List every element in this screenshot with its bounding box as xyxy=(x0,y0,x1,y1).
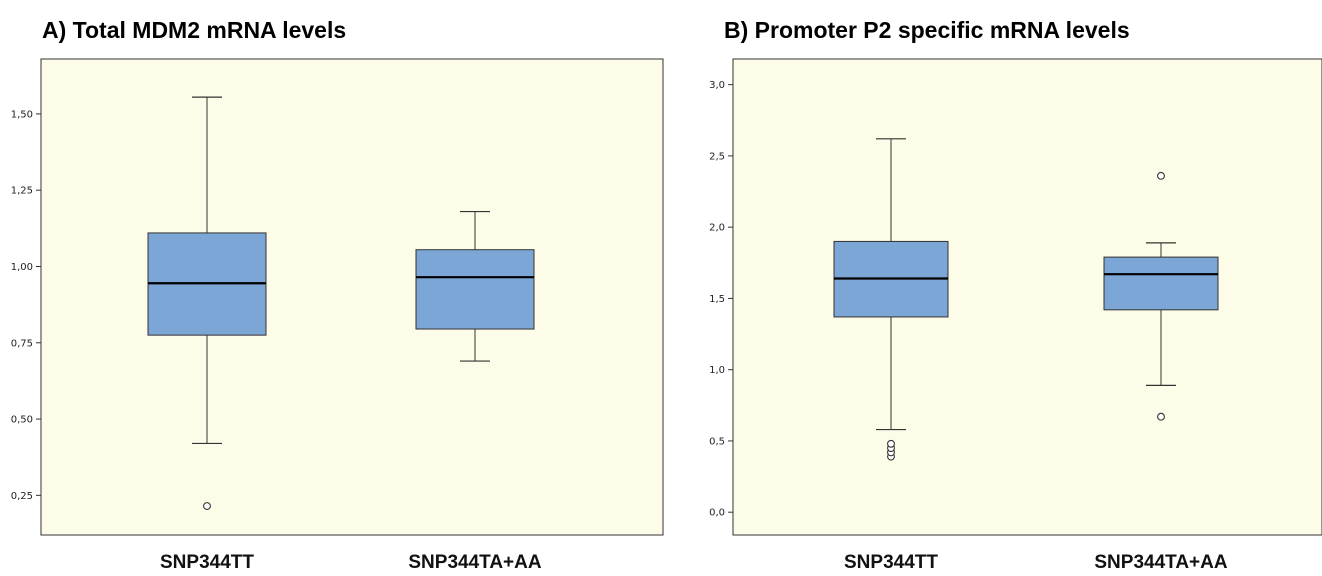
panel-b-title: B) Promoter P2 specific mRNA levels xyxy=(724,17,1130,43)
panel-b-category-label-1: SNP344TT xyxy=(844,552,938,573)
panel-a-y-tick-label: 1,00 xyxy=(11,262,33,273)
panel-a-y-axis: 0,25 0,50 0,75 1,00 1,25 1,50 xyxy=(11,109,41,502)
panel-a-boxes xyxy=(147,96,535,510)
panel-a-category-label-1: SNP344TT xyxy=(160,552,254,573)
panel-b-y-tick-label: 0,0 xyxy=(709,508,725,519)
panel-a-y-tick-label: 0,25 xyxy=(11,491,33,502)
panel-b-y-tick-label: 1,0 xyxy=(709,365,725,376)
panel-b-y-tick-label: 1,5 xyxy=(709,294,725,305)
panel-a-title: A) Total MDM2 mRNA levels xyxy=(42,17,346,43)
panel-b-y-tick-label: 2,0 xyxy=(709,223,725,234)
panel-a-box-2 xyxy=(415,249,535,330)
panel-b-plot-frame xyxy=(732,58,1322,536)
panel-a-box-1-outlier xyxy=(203,502,211,510)
panel-b-boxes xyxy=(833,138,1219,461)
panel-b-y-tick-label: 3,0 xyxy=(709,80,725,91)
panel-a-y-tick-label: 1,50 xyxy=(11,109,33,120)
panel-b: B) Promoter P2 specific mRNA levels 0,00… xyxy=(709,17,1322,573)
panel-a-y-tick-label: 1,25 xyxy=(11,186,33,197)
panel-b-box-1-outlier xyxy=(887,439,895,448)
panel-b-box-2-outlier xyxy=(1157,412,1165,421)
panel-b-y-tick-label: 2,5 xyxy=(709,151,725,162)
panel-a: A) Total MDM2 mRNA levels 0,25 0,50 0,75 1,… xyxy=(11,17,664,573)
panel-b-y-tick-label: 0,5 xyxy=(709,436,725,447)
panel-a-y-tick-label: 0,50 xyxy=(11,415,33,426)
panel-b-box-2-outlier xyxy=(1157,171,1165,180)
panel-a-plot-frame xyxy=(40,58,664,536)
panel-b-box-2 xyxy=(1103,256,1219,311)
panel-a-y-tick-label: 0,75 xyxy=(11,338,33,349)
panel-b-y-axis: 0,0 0,5 1,0 1,5 2,0 2,5 3,0 xyxy=(709,80,733,519)
panel-a-category-label-2: SNP344TA+AA xyxy=(408,552,542,573)
panel-b-category-label-2: SNP344TA+AA xyxy=(1094,552,1228,573)
